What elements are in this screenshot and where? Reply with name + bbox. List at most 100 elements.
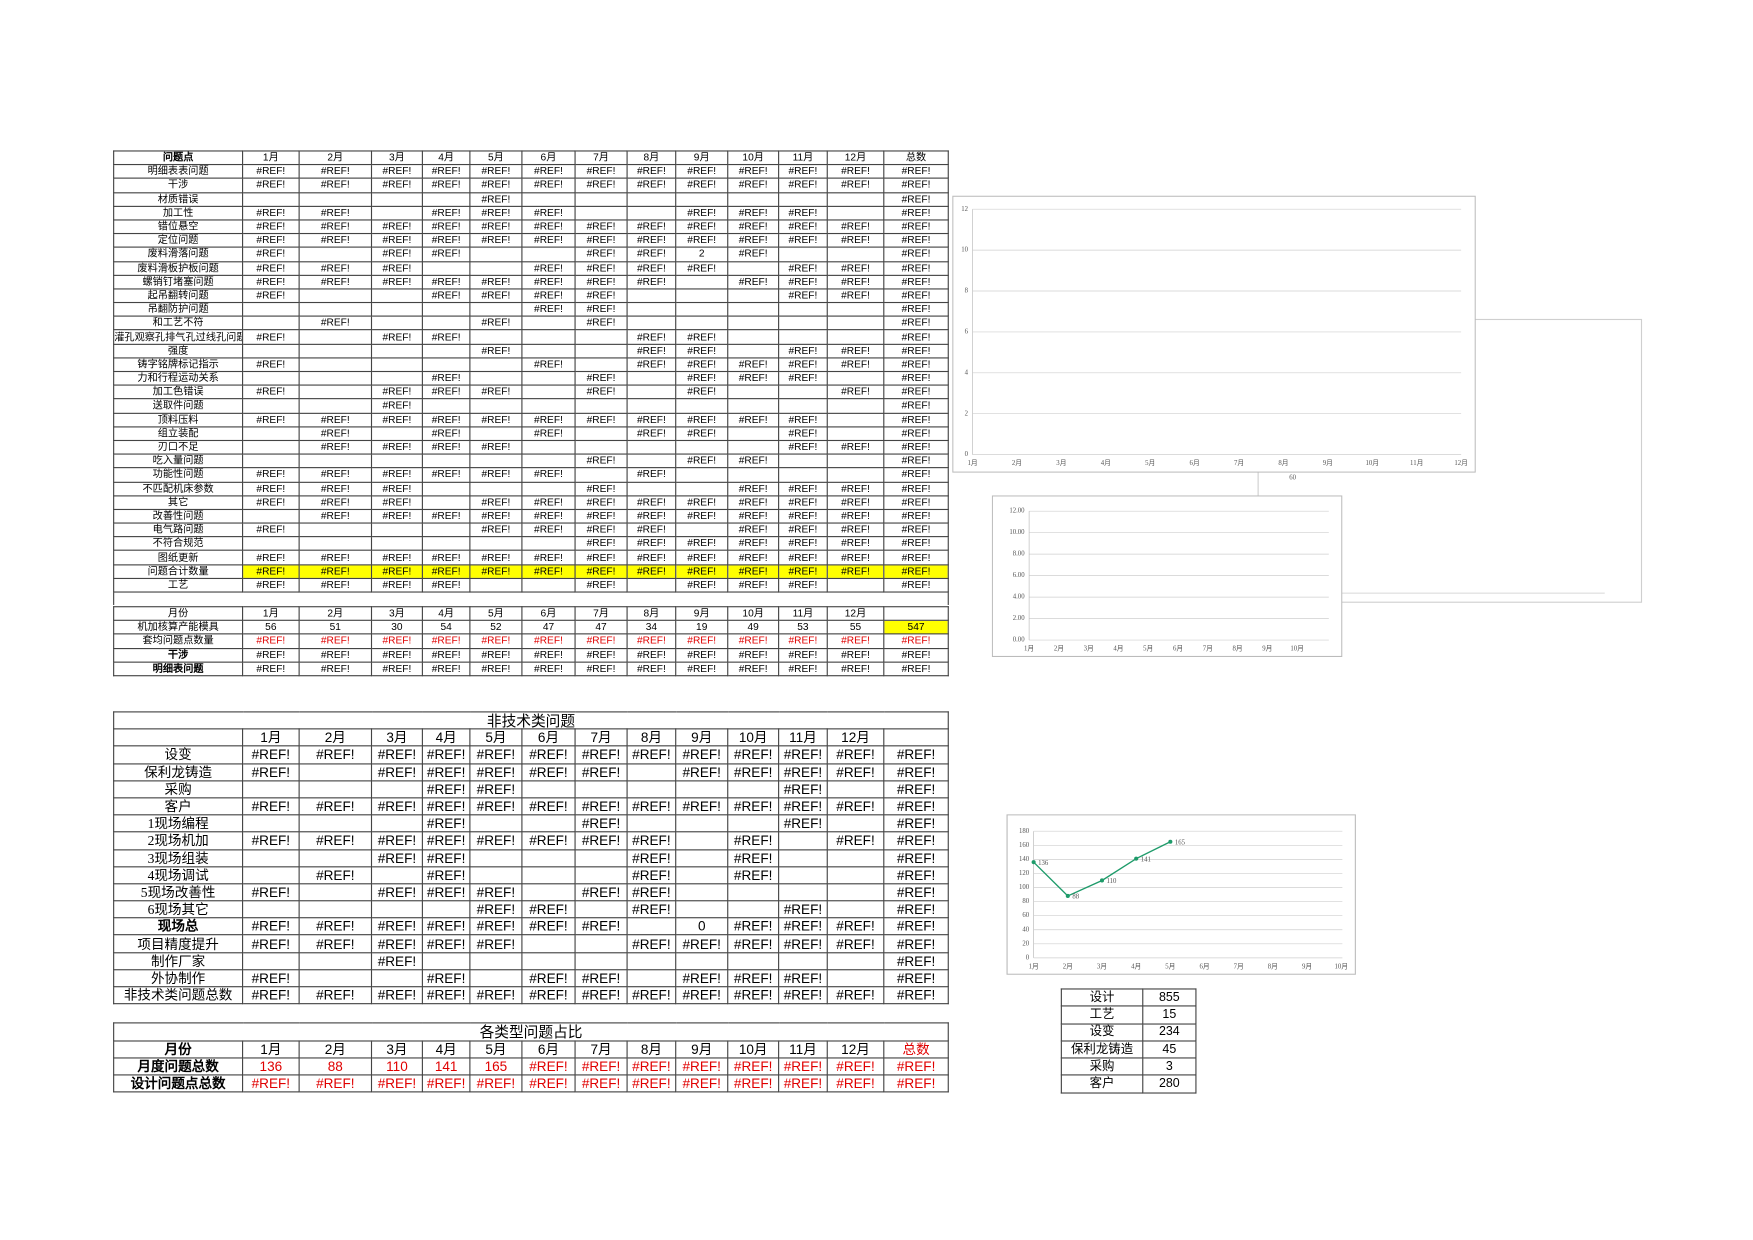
cell <box>298 951 373 971</box>
cell <box>469 398 523 414</box>
cell: #REF! <box>370 1074 423 1093</box>
axis-fragment: 60 <box>1289 474 1297 482</box>
cell <box>242 315 300 331</box>
cell: 送取件问题 <box>113 398 244 414</box>
cell <box>826 900 885 919</box>
cell: #REF! <box>242 986 300 1005</box>
cell: 12月 <box>826 150 885 166</box>
cell: #REF! <box>370 563 423 579</box>
cell <box>727 384 780 400</box>
cell: #REF! <box>242 412 300 428</box>
cell: #REF! <box>883 986 949 1005</box>
cell: #REF! <box>469 315 523 331</box>
cell: #REF! <box>675 797 729 816</box>
cell <box>521 934 576 953</box>
cell: #REF! <box>826 439 885 455</box>
cell: #REF! <box>883 398 949 414</box>
row: 6现场其它 #REF! #REF! #REF! #REF! #REF! <box>113 900 949 919</box>
cell: #REF! <box>574 370 628 386</box>
cell: #REF! <box>298 633 373 649</box>
cell <box>521 191 576 207</box>
cell: #REF! <box>242 934 300 953</box>
x-tick-label: 6月 <box>1199 962 1209 970</box>
cell: #REF! <box>826 934 885 953</box>
cell: #REF! <box>626 219 677 235</box>
cell: 功能性问题 <box>113 467 244 483</box>
cell: #REF! <box>469 205 523 221</box>
cell: #REF! <box>675 508 729 524</box>
cell <box>469 302 523 317</box>
cell <box>370 357 423 373</box>
row: 3现场组装 #REF! #REF! #REF! #REF! #REF! <box>113 848 949 868</box>
cell <box>574 865 628 885</box>
y-tick-label: 80 <box>1022 898 1029 905</box>
cell: #REF! <box>778 370 828 386</box>
cell <box>675 467 729 483</box>
cell: #REF! <box>574 453 628 469</box>
cell: #REF! <box>778 260 828 276</box>
cell: 3月 <box>370 728 423 747</box>
cell: 2月 <box>298 606 373 622</box>
cell: 总数 <box>883 1040 949 1059</box>
cell <box>727 467 780 483</box>
cell <box>883 728 949 747</box>
row: 改善性问题 #REF! #REF! #REF! #REF! #REF! #REF! #REF!… <box>113 508 949 524</box>
cell: #REF! <box>298 831 373 850</box>
cell: #REF! <box>626 467 677 483</box>
cell <box>826 370 885 386</box>
cell <box>826 205 885 221</box>
cell: #REF! <box>370 986 423 1005</box>
cell <box>826 302 885 317</box>
cell: #REF! <box>778 563 828 579</box>
cell: #REF! <box>521 233 576 249</box>
cell: #REF! <box>727 550 780 566</box>
cell <box>626 288 677 304</box>
cell <box>242 439 300 455</box>
x-tick-label: 11月 <box>1410 459 1423 467</box>
cell: #REF! <box>469 191 523 207</box>
row: 机加核算产能模具 56 51 30 54 52 47 47 34 19 49 53 55 547 <box>113 619 949 635</box>
cell: 19 <box>675 619 729 635</box>
row: 不匹配机床参数 #REF! #REF! #REF! #REF! #REF! #REF! #RE… <box>113 481 949 497</box>
point <box>1134 856 1139 861</box>
cell: #REF! <box>675 219 729 235</box>
cell <box>298 246 373 262</box>
cell: #REF! <box>298 934 373 953</box>
cell: #REF! <box>778 934 828 953</box>
cell: 干涉 <box>113 647 244 663</box>
cell <box>675 865 729 885</box>
cell: #REF! <box>370 246 423 262</box>
cell: #REF! <box>883 883 949 902</box>
cell: #REF! <box>421 1074 471 1093</box>
cell: #REF! <box>469 831 523 850</box>
cell: #REF! <box>778 426 828 441</box>
cell: 4现场调试 <box>113 865 244 885</box>
cell: #REF! <box>626 831 677 850</box>
cell: #REF! <box>727 177 780 193</box>
cell: #REF! <box>675 343 729 359</box>
row: 4现场调试 #REF! #REF! #REF! #REF! #REF! <box>113 865 949 885</box>
y-tick-label: 140 <box>1019 856 1030 863</box>
cell: #REF! <box>574 745 628 765</box>
cell: #REF! <box>883 968 949 988</box>
cell <box>113 728 244 747</box>
cell <box>370 370 423 386</box>
cell: 螺销钉堵塞问题 <box>113 274 244 290</box>
row: 月度问题总数 136 88 110 141 165 #REF! #REF! #REF! #REF!… <box>113 1057 949 1076</box>
cell: #REF! <box>626 508 677 524</box>
data-label: 165 <box>1175 839 1186 846</box>
cell: 明细表表问题 <box>113 164 244 180</box>
cell: #REF! <box>826 288 885 304</box>
cell <box>675 288 729 304</box>
cell: 2 <box>675 246 729 262</box>
cell: #REF! <box>370 260 423 276</box>
cell: #REF! <box>521 797 576 816</box>
cell: #REF! <box>675 494 729 510</box>
cell: 采购 <box>1060 1057 1144 1077</box>
cell <box>521 315 576 331</box>
cell: 明细表问题 <box>113 661 244 677</box>
cell: #REF! <box>574 1074 628 1093</box>
cell: #REF! <box>778 968 828 988</box>
cell <box>626 453 677 469</box>
